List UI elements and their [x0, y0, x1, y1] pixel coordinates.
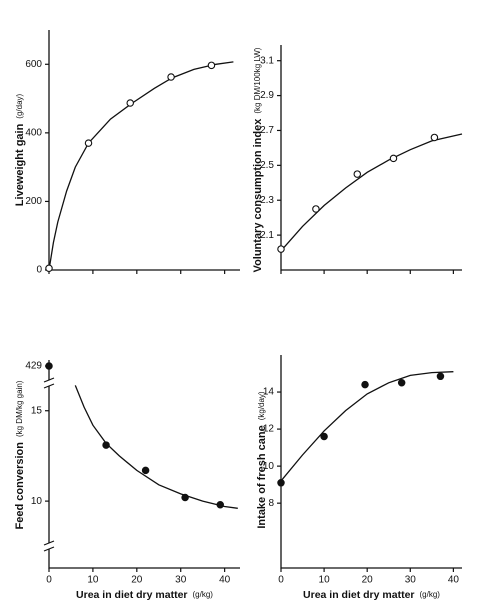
panel: 0 200 400 600 Liveweight gain (g/day) [14, 30, 240, 276]
x-axis-label: Urea in diet dry matter (g/kg) [303, 589, 440, 601]
y-tick-label: 2.9 [260, 90, 274, 101]
x-tick-label: 40 [448, 575, 460, 586]
data-point [45, 264, 53, 273]
data-point [277, 245, 285, 253]
y-tick-label: 2.7 [260, 125, 274, 136]
y-tick-label: 400 [25, 127, 42, 138]
y-axis-label-text: Feed conversion [14, 442, 26, 530]
y-tick-label: 2.3 [260, 195, 274, 206]
y-tick-label: 200 [25, 196, 42, 207]
axis-break [43, 377, 55, 383]
fitted-curve [280, 133, 463, 252]
y-axis-label: Voluntary consumption index (kg DM/100kg … [252, 47, 264, 272]
y-axis-label-unit: (kg DM/kg gain) [15, 380, 24, 437]
x-tick-label: 20 [362, 575, 374, 586]
x-tick-label: 0 [278, 575, 284, 586]
data-point [430, 133, 439, 142]
data-point [141, 466, 150, 475]
x-axis-label-unit: (g/kg) [193, 590, 214, 599]
data-point [436, 372, 445, 381]
y-tick-label: 0 [36, 265, 42, 276]
y-axis-label-text: Intake of fresh cane [256, 425, 268, 528]
data-point [102, 441, 110, 449]
axes [280, 355, 462, 569]
y-axis-label: Intake of fresh cane (kg/day) [256, 391, 268, 529]
x-axis-label-text: Urea in diet dry matter [76, 589, 187, 601]
axis-break [43, 540, 55, 546]
x-tick-label: 40 [219, 575, 231, 586]
data-point [167, 73, 175, 81]
x-tick-label: 10 [319, 575, 331, 586]
axis-break [43, 546, 55, 552]
x-axis-label-text: Urea in diet dry matter [303, 589, 414, 601]
axes [280, 45, 462, 271]
data-point [312, 205, 320, 213]
y-tick-label: 600 [25, 59, 42, 70]
fitted-curve [74, 385, 238, 509]
y-axis-label: Feed conversion (kg DM/kg gain) [14, 380, 26, 529]
data-point [389, 154, 398, 163]
x-tick-label: 30 [405, 575, 417, 586]
y-axis-label-text: Liveweight gain [14, 123, 26, 206]
y-tick-label: 15 [31, 405, 43, 416]
x-tick-label: 30 [175, 575, 187, 586]
x-tick-label: 10 [87, 575, 99, 586]
y-tick-label: 2.5 [260, 160, 274, 171]
axis-break-gap [45, 380, 53, 386]
axis-break-gap [45, 543, 53, 549]
data-point [181, 493, 189, 502]
data-point [277, 479, 285, 487]
data-point [84, 139, 93, 147]
y-tick-label: 10 [31, 496, 43, 507]
data-point [320, 432, 328, 441]
y-tick-label: 12 [263, 424, 275, 435]
data-point [126, 99, 134, 107]
y-axis-label-unit: (g/day) [15, 93, 24, 118]
data-point [397, 379, 406, 387]
data-point [207, 61, 216, 70]
y-tick-label: 429 [25, 361, 42, 372]
fitted-curve [48, 61, 234, 271]
panel: 10 15 429 0 10 20 30 40 Urea in diet dry matter (… [14, 360, 240, 601]
panel: 8 10 12 14 0 10 20 30 40 Urea in diet dry matter (… [256, 355, 462, 601]
data-point [45, 362, 53, 370]
y-axis-label-unit: (kg/day) [257, 391, 266, 420]
fitted-curve [280, 371, 454, 482]
y-tick-label: 2.1 [260, 230, 274, 241]
y-tick-label: 3.1 [260, 55, 274, 66]
data-point [353, 170, 362, 178]
x-axis-label-unit: (g/kg) [420, 590, 441, 599]
x-tick-label: 0 [46, 575, 52, 586]
y-axis-label-text: Voluntary consumption index [252, 118, 264, 273]
y-axis-label-unit: (kg DM/100kg LW) [253, 47, 262, 113]
y-tick-label: 8 [268, 498, 274, 509]
data-point [361, 380, 369, 389]
x-tick-label: 20 [131, 575, 143, 586]
x-axis-label: Urea in diet dry matter (g/kg) [76, 589, 213, 601]
data-point [216, 500, 224, 509]
axis-break [43, 383, 55, 389]
y-axis-label: Liveweight gain (g/day) [14, 93, 26, 206]
y-tick-label: 10 [263, 461, 275, 472]
y-tick-label: 14 [263, 387, 275, 398]
